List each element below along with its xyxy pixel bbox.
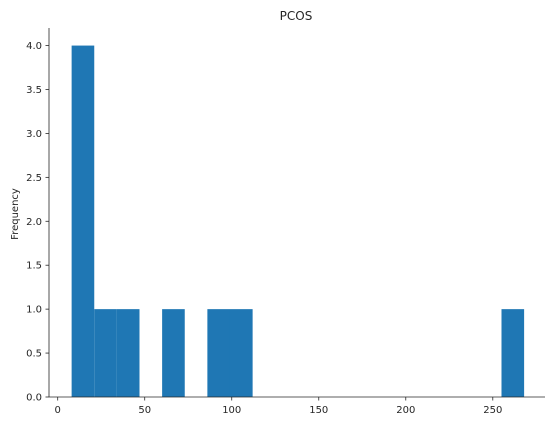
chart-title: PCOS: [280, 9, 313, 23]
bars-group: [71, 45, 525, 397]
y-tick-label: 1.0: [26, 305, 42, 316]
histogram-bar: [207, 309, 230, 397]
y-tick-label: 2.5: [26, 173, 42, 184]
y-tick-label: 0.0: [26, 393, 42, 404]
x-tick-label: 250: [483, 405, 502, 416]
y-tick-label: 3.5: [26, 85, 42, 96]
histogram-bar: [162, 309, 185, 397]
y-axis-title: Frequency: [10, 188, 21, 240]
x-tick-label: 100: [222, 405, 241, 416]
histogram-bar: [116, 309, 140, 397]
x-axis-ticks: 0 50 100 150 200 250: [55, 397, 502, 416]
histogram-bar: [71, 45, 95, 397]
x-tick-label: 50: [138, 405, 151, 416]
y-tick-label: 4.0: [26, 41, 42, 52]
histogram-bar: [94, 309, 117, 397]
y-tick-label: 3.0: [26, 129, 42, 140]
y-tick-label: 0.5: [26, 349, 42, 360]
histogram-bar: [229, 309, 253, 397]
y-axis-ticks: 0.0 0.5 1.0 1.5 2.0 2.5 3.0 3.5 4.0: [26, 41, 49, 404]
x-tick-label: 200: [396, 405, 415, 416]
histogram-bar: [501, 309, 525, 397]
y-tick-label: 1.5: [26, 261, 42, 272]
x-tick-label: 150: [309, 405, 328, 416]
y-tick-label: 2.0: [26, 217, 42, 228]
x-tick-label: 0: [55, 405, 61, 416]
